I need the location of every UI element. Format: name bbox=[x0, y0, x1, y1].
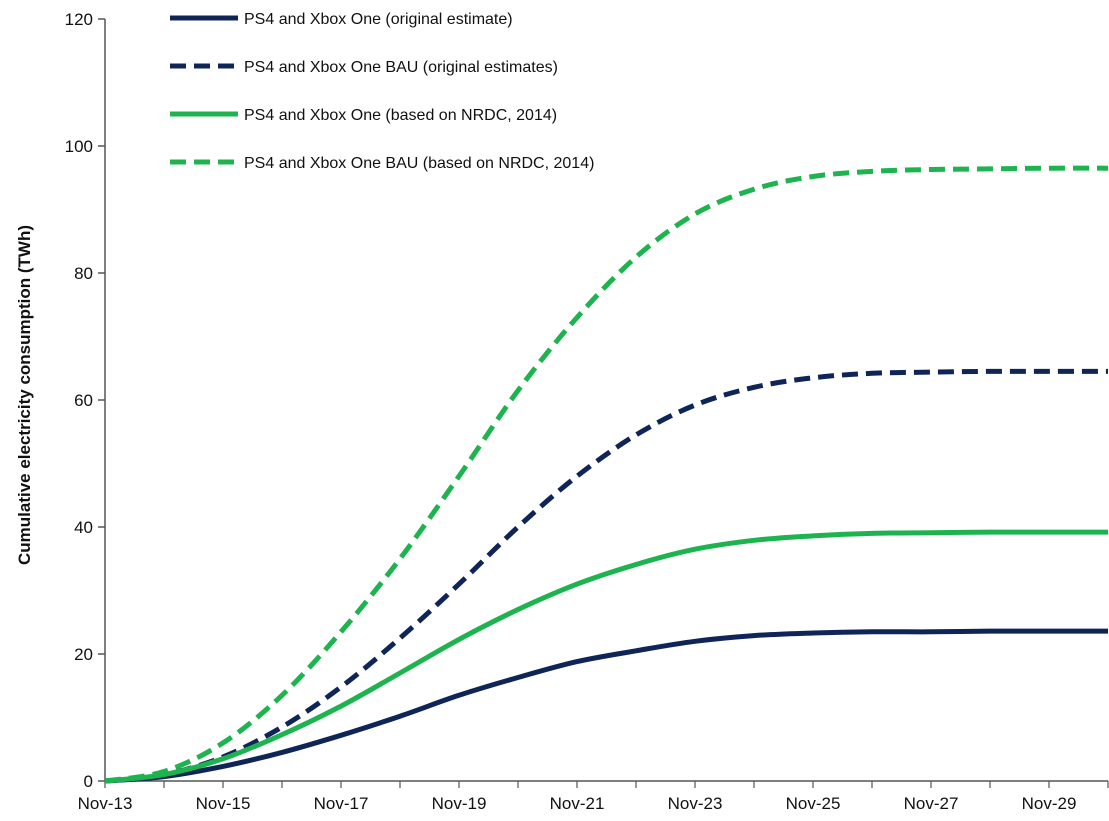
legend: PS4 and Xbox One (original estimate) PS4 … bbox=[170, 11, 594, 172]
y-axis-title: Cumulative electricity consumption (TWh) bbox=[15, 225, 34, 565]
y-tick-label: 80 bbox=[74, 264, 93, 283]
legend-label-1: PS4 and Xbox One (original estimate) bbox=[244, 11, 513, 28]
y-tick-label: 60 bbox=[74, 391, 93, 410]
y-ticks: 0 20 40 60 80 100 120 bbox=[65, 10, 105, 791]
x-tick-label: Nov-17 bbox=[314, 794, 369, 813]
x-tick-label: Nov-23 bbox=[668, 794, 723, 813]
y-tick-label: 40 bbox=[74, 518, 93, 537]
y-axis-title-group: Cumulative electricity consumption (TWh) bbox=[15, 225, 34, 565]
legend-label-2: PS4 and Xbox One BAU (original estimates… bbox=[244, 59, 558, 76]
x-ticks: Nov-13 Nov-15 Nov-17 Nov-19 Nov-21 Nov-23 Nov-… bbox=[78, 781, 1109, 813]
series-line-2 bbox=[104, 368, 1108, 784]
x-tick-label: Nov-13 bbox=[78, 794, 133, 813]
x-tick-label: Nov-25 bbox=[786, 794, 841, 813]
series-line-4 bbox=[104, 165, 1109, 784]
y-tick-label: 120 bbox=[65, 10, 93, 29]
series-line-1 bbox=[104, 628, 1108, 784]
y-tick-label: 20 bbox=[74, 645, 93, 664]
x-tick-label: Nov-19 bbox=[432, 794, 487, 813]
y-tick-label: 0 bbox=[84, 772, 93, 791]
x-tick-label: Nov-29 bbox=[1022, 794, 1077, 813]
legend-label-4: PS4 and Xbox One BAU (based on NRDC, 201… bbox=[244, 155, 594, 172]
x-tick-label: Nov-15 bbox=[196, 794, 251, 813]
series-lines bbox=[104, 165, 1109, 784]
y-tick-label: 100 bbox=[65, 137, 93, 156]
series-line-3 bbox=[104, 529, 1108, 784]
legend-label-3: PS4 and Xbox One (based on NRDC, 2014) bbox=[244, 107, 557, 124]
x-tick-label: Nov-21 bbox=[550, 794, 605, 813]
x-tick-label: Nov-27 bbox=[904, 794, 959, 813]
